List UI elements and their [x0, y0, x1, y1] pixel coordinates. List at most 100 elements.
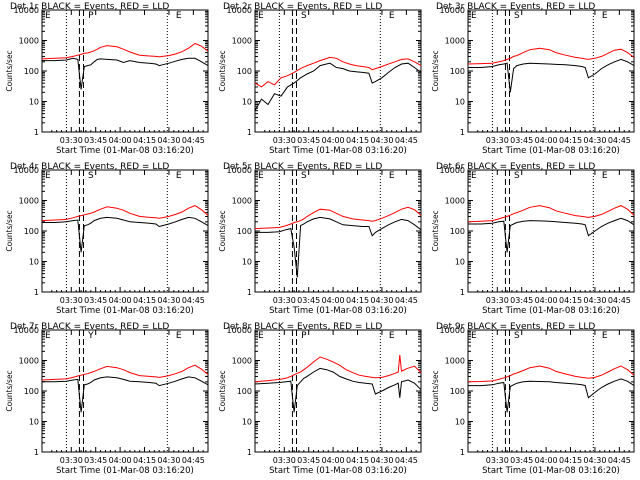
x-tick-label: 04:45 — [182, 456, 205, 465]
x-tick-label: 04:30 — [157, 136, 180, 145]
y-tick-label: 10000 — [227, 6, 252, 15]
x-tick-label: 03:45 — [510, 136, 533, 145]
x-tick-label: 03:45 — [297, 456, 320, 465]
y-tick-label: 10 — [455, 258, 465, 267]
x-axis-label: Start Time (01-Mar-08 03:16:20) — [269, 466, 407, 476]
x-tick-label: 03:30 — [273, 296, 296, 305]
y-tick-label: 1000 — [19, 37, 39, 46]
panel-title: Det 5r BLACK = Events, RED = LLD — [223, 162, 382, 172]
x-tick-label: 03:45 — [84, 136, 107, 145]
x-tick-label: 04:00 — [322, 456, 345, 465]
series-line-events — [42, 376, 209, 413]
event-marker-s: S — [301, 11, 307, 21]
x-tick-label: 04:15 — [559, 296, 582, 305]
y-tick-label: 10 — [29, 418, 39, 427]
y-tick-label: 100 — [237, 67, 252, 76]
y-tick-label: 1 — [247, 288, 252, 297]
series-line-lld — [254, 355, 422, 383]
x-tick-label: 04:00 — [535, 136, 558, 145]
x-tick-label: 04:30 — [370, 296, 393, 305]
event-marker-e: E — [602, 331, 608, 341]
y-axis-label: Counts/sec — [431, 370, 440, 411]
y-axis-label: Counts/sec — [218, 210, 227, 251]
y-tick-label: 1000 — [232, 197, 252, 206]
y-tick-label: 10 — [455, 98, 465, 107]
x-tick-label: 03:45 — [84, 456, 107, 465]
event-marker-e: E — [176, 171, 182, 181]
x-tick-label: 04:45 — [395, 456, 418, 465]
y-tick-label: 10 — [242, 418, 252, 427]
series-line-lld — [41, 205, 209, 222]
y-tick-label: 10000 — [227, 326, 252, 335]
y-axis-label: Counts/sec — [5, 210, 14, 251]
y-axis-label: Counts/sec — [431, 210, 440, 251]
y-tick-label: 1 — [460, 448, 465, 457]
y-tick-label: 10 — [242, 98, 252, 107]
panel-title: Det 3r BLACK = Events, RED = LLD — [436, 2, 595, 12]
y-tick-label: 1 — [460, 128, 465, 137]
x-tick-label: 04:15 — [133, 136, 156, 145]
y-tick-label: 10000 — [440, 326, 465, 335]
x-tick-label: 03:30 — [60, 136, 83, 145]
x-axis-label: Start Time (01-Mar-08 03:16:20) — [56, 146, 194, 156]
series-line-events — [468, 378, 635, 413]
event-marker-e: E — [471, 11, 477, 21]
series-line-events — [42, 216, 209, 253]
y-tick-label: 100 — [450, 387, 465, 396]
event-marker-e: E — [176, 331, 182, 341]
detector-panel-2: Det 2r BLACK = Events, RED = LLD 1 10 100 10… — [218, 2, 422, 156]
event-marker-e: E — [176, 11, 182, 21]
series-line-lld — [41, 42, 209, 60]
y-tick-label: 10000 — [14, 166, 39, 175]
x-tick-label: 03:30 — [60, 456, 83, 465]
y-tick-label: 100 — [24, 387, 39, 396]
x-tick-label: 04:30 — [370, 136, 393, 145]
event-marker-e: E — [389, 11, 395, 21]
x-tick-label: 04:30 — [583, 136, 606, 145]
x-tick-label: 03:45 — [510, 296, 533, 305]
event-marker-e: E — [471, 331, 477, 341]
series-line-events — [468, 217, 635, 253]
y-tick-label: 1 — [34, 128, 39, 137]
panel-title: Det 9r BLACK = Events, RED = LLD — [436, 322, 595, 332]
y-tick-label: 1000 — [19, 197, 39, 206]
x-axis-label: Start Time (01-Mar-08 03:16:20) — [269, 146, 407, 156]
panel-title: Det 8r BLACK = Events, RED = LLD — [223, 322, 382, 332]
panel-title: Det 4r BLACK = Events, RED = LLD — [10, 162, 169, 172]
panel-title: Det 6r BLACK = Events, RED = LLD — [436, 162, 595, 172]
x-tick-label: 04:45 — [608, 456, 631, 465]
x-tick-label: 03:30 — [486, 296, 509, 305]
y-tick-label: 10000 — [440, 166, 465, 175]
x-tick-label: 04:00 — [322, 296, 345, 305]
x-tick-label: 03:30 — [60, 296, 83, 305]
x-tick-label: 04:15 — [346, 456, 369, 465]
y-axis-label: Counts/sec — [5, 50, 14, 91]
y-axis-label: Counts/sec — [431, 50, 440, 91]
event-marker-e: E — [471, 171, 477, 181]
x-tick-label: 03:30 — [486, 456, 509, 465]
y-tick-label: 100 — [237, 387, 252, 396]
event-marker-s: S — [514, 11, 520, 21]
y-tick-label: 1000 — [445, 357, 465, 366]
series-line-events — [42, 57, 209, 90]
y-tick-label: 100 — [450, 227, 465, 236]
event-marker-y: Y — [87, 331, 94, 341]
x-tick-label: 04:00 — [109, 456, 132, 465]
panel-title: Det 7r BLACK = Events, RED = LLD — [10, 322, 169, 332]
x-tick-label: 04:00 — [535, 456, 558, 465]
series-line-lld — [254, 206, 422, 230]
event-marker-s: S — [88, 171, 94, 181]
y-tick-label: 100 — [24, 227, 39, 236]
y-tick-label: 10 — [455, 418, 465, 427]
event-marker-e: E — [45, 331, 51, 341]
x-tick-label: 04:00 — [109, 136, 132, 145]
panel-title: Det 2r BLACK = Events, RED = LLD — [223, 2, 382, 12]
detector-panel-9: Det 9r BLACK = Events, RED = LLD 1 10 100 10… — [431, 322, 635, 476]
x-tick-label: 04:45 — [608, 136, 631, 145]
event-marker-p: P — [301, 331, 307, 341]
event-marker-s: S — [514, 331, 520, 341]
y-tick-label: 10000 — [14, 326, 39, 335]
event-marker-e: E — [45, 171, 51, 181]
y-tick-label: 1000 — [19, 357, 39, 366]
